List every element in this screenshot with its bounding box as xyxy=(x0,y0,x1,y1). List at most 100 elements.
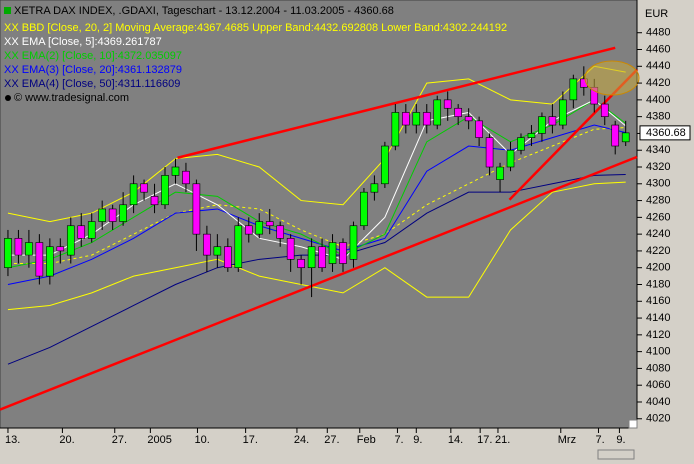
plot-area xyxy=(0,0,638,429)
x-tick-label: 13. xyxy=(5,434,20,446)
candle-body xyxy=(496,166,504,180)
y-tick-label: 4020 xyxy=(646,413,670,425)
candle-body xyxy=(108,208,117,222)
candle-body xyxy=(224,246,232,269)
copyright: © www.tradesignal.com xyxy=(14,92,129,104)
candle-body xyxy=(611,124,620,147)
candle-body xyxy=(129,183,138,206)
y-tick-label: 4080 xyxy=(646,362,670,374)
x-tick-label: 2005 xyxy=(147,434,171,446)
title-icon xyxy=(4,7,11,14)
y-tick-label: 4480 xyxy=(646,27,670,39)
candle-body xyxy=(443,99,452,109)
candle-body xyxy=(559,99,567,126)
candle-body xyxy=(14,238,23,256)
y-tick-label: 4380 xyxy=(646,111,670,123)
x-tick-label: 17. xyxy=(477,434,492,446)
candle-body xyxy=(203,233,211,256)
candle-body xyxy=(307,246,316,269)
candle-body xyxy=(370,183,379,193)
candle-body xyxy=(66,225,75,256)
chart-title: XETRA DAX INDEX, .GDAXI, Tageschart - 13… xyxy=(14,5,394,17)
y-tick-label: 4460 xyxy=(646,43,670,55)
resize-handle[interactable] xyxy=(628,419,638,429)
x-tick-label: 20. xyxy=(59,434,74,446)
y-tick-label: 4220 xyxy=(646,245,670,257)
candle-body xyxy=(339,242,347,264)
candle-body xyxy=(4,238,12,269)
candle-body xyxy=(25,242,33,256)
candle-body xyxy=(297,259,305,269)
candle-body xyxy=(77,225,86,239)
x-tick-label: 7. xyxy=(394,434,403,446)
candle-body xyxy=(433,99,442,126)
x-tick-label: 21. xyxy=(495,434,510,446)
candle-body xyxy=(87,221,96,239)
x-tick-label: 27. xyxy=(324,434,339,446)
x-tick-label: 17. xyxy=(243,434,258,446)
candle-body xyxy=(412,112,421,126)
marks xyxy=(0,46,638,411)
x-tick-label: Feb xyxy=(357,434,376,446)
candle-body xyxy=(46,246,54,277)
bollinger-lower xyxy=(7,181,626,311)
candle-body xyxy=(35,242,44,277)
x-tick-label: 24. xyxy=(294,434,309,446)
y-tick-label: 4320 xyxy=(646,161,670,173)
candle-body xyxy=(161,175,169,206)
y-tick-label: 4100 xyxy=(646,346,670,358)
scrollbar[interactable] xyxy=(597,449,635,460)
candle-body xyxy=(527,133,536,138)
candle-body xyxy=(517,137,525,151)
last-price-label: 4360.68 xyxy=(646,127,686,139)
candle-body xyxy=(213,246,222,256)
trend-line xyxy=(0,155,638,411)
candle-body xyxy=(454,107,462,117)
y-tick-label: 4400 xyxy=(646,94,670,106)
y-tick-label: 4060 xyxy=(646,379,670,391)
y-tick-label: 4040 xyxy=(646,396,670,408)
y-tick-label: 4420 xyxy=(646,77,670,89)
last-price-box xyxy=(639,125,691,141)
candle-body xyxy=(182,170,190,185)
legend: XX EMA [Close, 5]:4369.261787 XX EMA(2) [… xyxy=(4,36,182,90)
legend-entry: XX EMA(4) [Close, 50]:4311.116609 xyxy=(4,78,180,90)
candle-body xyxy=(286,238,295,260)
x-tick-label: 9. xyxy=(616,434,625,446)
legend-entry: XX EMA [Close, 5]:4369.261787 xyxy=(4,36,162,48)
legend-entry: XX EMA(3) [Close, 20]:4361.132879 xyxy=(4,64,182,76)
candle-body xyxy=(150,196,159,206)
candle-body xyxy=(98,208,106,222)
x-tick-label: 14. xyxy=(448,434,463,446)
x-tick-label: 7. xyxy=(595,434,604,446)
y-tick-label: 4440 xyxy=(646,60,670,72)
y-tick-label: 4120 xyxy=(646,329,670,341)
candle-body xyxy=(548,116,557,126)
trend-line xyxy=(177,46,616,159)
candle-body xyxy=(56,246,65,252)
y-tick-label: 4280 xyxy=(646,194,670,206)
candle-body xyxy=(255,221,264,235)
y-tick-label: 4260 xyxy=(646,211,670,223)
candle-body xyxy=(569,78,578,101)
candle-body xyxy=(422,112,431,126)
x-tick-label: 27. xyxy=(112,434,127,446)
highlight-ellipse xyxy=(584,60,640,96)
candle-body xyxy=(538,116,546,134)
y-tick-label: 4180 xyxy=(646,278,670,290)
candle-body xyxy=(328,242,337,264)
legend-entry: XX EMA(2) [Close, 10]:4372.035097 xyxy=(4,50,182,62)
candle-body xyxy=(318,246,326,269)
y-tick-label: 4160 xyxy=(646,295,670,307)
y-tick-label: 4140 xyxy=(646,312,670,324)
candle-body xyxy=(244,225,253,235)
candle-body xyxy=(600,103,609,117)
candle-body xyxy=(171,166,180,176)
candle-body xyxy=(485,137,494,168)
candle-body xyxy=(402,112,410,126)
candle-body xyxy=(234,225,243,269)
candle-body xyxy=(464,116,473,122)
candle-body xyxy=(349,225,358,260)
candle-body xyxy=(140,183,148,193)
